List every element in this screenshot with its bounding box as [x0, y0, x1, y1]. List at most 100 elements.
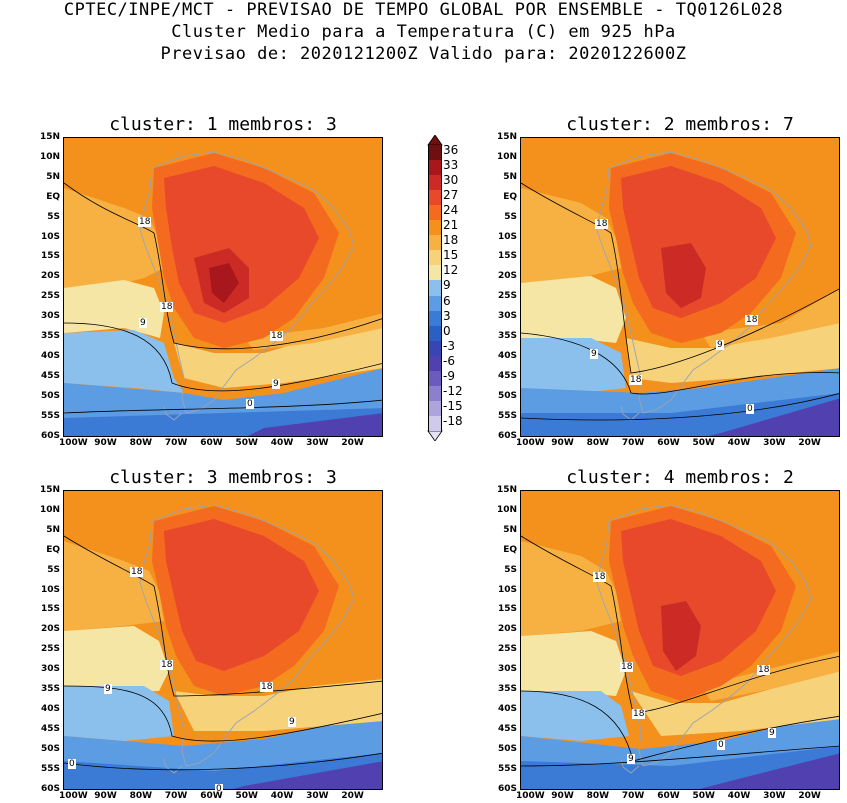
colorbar-label: 9 — [443, 278, 451, 293]
panel-2-title: cluster: 2 membros: 7 — [566, 114, 794, 135]
panel-1-contour-label: 0 — [246, 399, 254, 409]
lat-tick-label: 30S — [497, 664, 517, 675]
lat-tick-label: 10N — [496, 151, 517, 162]
lat-tick-label: 40S — [40, 703, 60, 714]
colorbar-label: 12 — [443, 263, 459, 278]
lat-tick-label: EQ — [46, 544, 60, 555]
lon-tick-label: 70W — [621, 438, 645, 448]
lat-tick-label: 15N — [39, 485, 60, 495]
panel-2-contour-label: 18 — [629, 375, 643, 385]
panel-3-contour-label: 9 — [288, 717, 296, 727]
lon-tick-label: 20W — [798, 791, 821, 801]
lon-tick-label: 20W — [341, 438, 364, 448]
colorbar-segment — [428, 370, 442, 387]
lat-tick-label: 5S — [47, 564, 60, 575]
lat-tick-label: 50S — [40, 743, 60, 754]
lat-tick-label: 35S — [40, 684, 60, 694]
subtitle-dates: Previsao de: 2020121200Z Valido para: 20… — [160, 44, 687, 64]
panel-2-contour-label: 18 — [595, 219, 609, 229]
colorbar-segment — [428, 160, 442, 176]
colorbar-segment — [428, 325, 442, 342]
lon-tick-label: 70W — [164, 791, 188, 801]
lon-tick-label: 80W — [586, 791, 610, 801]
lat-tick-label: 55S — [40, 763, 60, 774]
lat-tick-label: 30S — [40, 664, 60, 675]
colorbar-segment — [428, 415, 442, 432]
panel-3-contour-label: 18 — [130, 567, 144, 577]
subtitle-variable: Cluster Medio para a Temperatura (C) em … — [171, 22, 676, 42]
main-title: CPTEC/INPE/MCT - PREVISAO DE TEMPO GLOBA… — [63, 0, 784, 20]
lon-tick-label: 20W — [798, 438, 821, 448]
colorbar-segment — [428, 205, 442, 221]
lat-tick-label: 25S — [40, 291, 60, 302]
lat-tick-label: 35S — [497, 331, 517, 341]
lat-tick-label: 30S — [40, 311, 60, 322]
lat-tick-label: 15S — [40, 604, 60, 615]
panel-4-contour-label: 18 — [593, 572, 607, 582]
lat-tick-label: 15N — [496, 132, 517, 142]
panel-3-contour-label: 18 — [160, 660, 174, 670]
lat-tick-label: 40S — [497, 703, 517, 714]
panel-3-map — [63, 490, 383, 790]
lat-tick-label: EQ — [46, 191, 60, 202]
colorbar-segment — [428, 250, 442, 266]
lon-tick-label: 90W — [94, 791, 117, 801]
lat-tick-label: 15S — [497, 604, 517, 615]
colorbar-label: 27 — [443, 188, 459, 203]
colorbar: 36 33 30 27 24 21 18 15 12 9 6 3 0 -3 -6 -9 -12 -15 -18 — [425, 135, 495, 441]
lat-tick-label: 10S — [40, 584, 60, 595]
lon-tick-label: 40W — [727, 791, 751, 801]
panel-3-contour-label: 18 — [260, 682, 274, 692]
lat-tick-label: 5N — [503, 524, 517, 535]
lat-tick-label: 20S — [40, 624, 60, 635]
lat-tick-label: 10N — [496, 504, 517, 515]
lon-tick-label: 80W — [129, 438, 153, 448]
panel-1-map — [63, 137, 383, 437]
colorbar-label: 36 — [443, 143, 459, 157]
panel-2-contour-label: 0 — [746, 404, 754, 414]
colorbar-label: 18 — [443, 233, 459, 248]
colorbar-segment — [428, 385, 442, 402]
panel-2-contour-label: 18 — [745, 315, 759, 325]
panel-1-contour-label: 18 — [270, 331, 284, 341]
panel-1-contour-label: 9 — [272, 379, 280, 389]
panel-4-contour-label: 0 — [717, 740, 725, 750]
colorbar-segment — [428, 310, 442, 327]
colorbar-label: -12 — [443, 383, 463, 398]
lon-tick-label: 30W — [306, 791, 329, 801]
lat-tick-label: 30S — [497, 311, 517, 322]
lat-tick-label: 5S — [504, 211, 517, 222]
colorbar-segment — [428, 190, 442, 206]
lon-tick-label: 40W — [270, 791, 294, 801]
panel-3-title: cluster: 3 membros: 3 — [109, 467, 337, 488]
panel-1-contour-label: 18 — [160, 302, 174, 312]
lat-tick-label: 25S — [40, 644, 60, 655]
lat-tick-label: 45S — [497, 723, 517, 734]
panel-1-title: cluster: 1 membros: 3 — [109, 114, 337, 135]
colorbar-label: 0 — [443, 323, 451, 338]
lat-tick-label: 15N — [496, 485, 517, 495]
colorbar-label: 3 — [443, 308, 451, 323]
lat-tick-label: 10N — [39, 151, 60, 162]
lon-tick-label: 50W — [235, 791, 258, 801]
lat-tick-label: 15N — [39, 132, 60, 142]
lat-tick-label: 45S — [40, 723, 60, 734]
colorbar-segment — [428, 295, 442, 312]
lat-tick-label: 20S — [40, 271, 60, 282]
colorbar-label: -6 — [443, 353, 455, 368]
lat-tick-label: 60S — [40, 430, 60, 441]
lat-tick-label: 20S — [497, 271, 517, 282]
lat-tick-label: 60S — [497, 430, 517, 441]
colorbar-label: 24 — [443, 203, 459, 218]
lon-tick-label: 60W — [657, 438, 680, 448]
lat-tick-label: 10S — [497, 231, 517, 242]
lat-tick-label: 50S — [497, 743, 517, 754]
lat-tick-label: 5N — [503, 171, 517, 182]
panel-1-contour-label: 9 — [139, 318, 147, 328]
lat-tick-label: 45S — [40, 370, 60, 381]
lat-tick-label: 10S — [40, 231, 60, 242]
colorbar-label: -9 — [443, 368, 455, 383]
panel-4-contour-label: 18 — [632, 709, 646, 719]
lon-tick-label: 100W — [59, 791, 88, 801]
lat-tick-label: 25S — [497, 291, 517, 302]
